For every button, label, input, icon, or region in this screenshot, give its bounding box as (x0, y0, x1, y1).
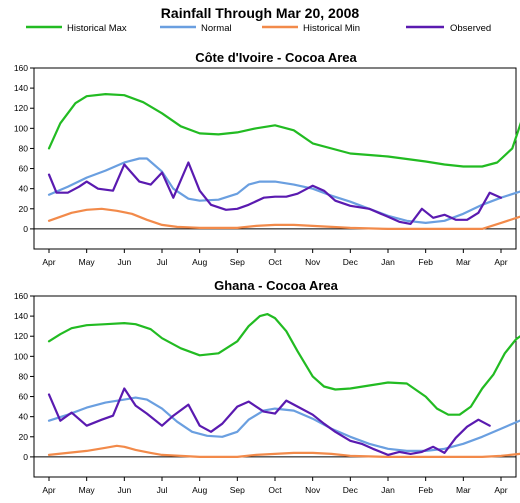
x-tick-label: Mar (456, 257, 471, 267)
x-tick-label: May (79, 257, 96, 267)
series-line-historical-min (47, 207, 520, 230)
y-tick-label: 100 (14, 123, 28, 133)
y-tick-label: 160 (14, 63, 28, 73)
y-tick-label: 60 (19, 164, 29, 174)
y-tick-label: 20 (19, 432, 29, 442)
x-tick-label: Jun (117, 485, 131, 495)
chart-title: Ghana - Cocoa Area (214, 278, 339, 293)
y-tick-label: 40 (19, 184, 29, 194)
legend-item-historical-max: Historical Max (26, 23, 127, 34)
x-tick-label: Feb (418, 485, 433, 495)
x-tick-label: Apr (42, 485, 55, 495)
y-tick-label: 80 (19, 143, 29, 153)
x-tick-label: Apr (42, 257, 55, 267)
legend-item-historical-min: Historical Min (262, 23, 360, 34)
x-tick-label: Sep (230, 257, 245, 267)
x-tick-label: Jan (381, 485, 395, 495)
series-line-observed (47, 161, 503, 225)
series-line-historical-max (47, 313, 520, 416)
y-tick-label: 120 (14, 331, 28, 341)
y-tick-label: 140 (14, 311, 28, 321)
x-tick-label: Jun (117, 257, 131, 267)
legend: Historical Max Normal Historical Min Obs… (26, 23, 491, 34)
x-tick-label: Feb (418, 257, 433, 267)
y-tick-label: 120 (14, 103, 28, 113)
y-tick-label: 20 (19, 204, 29, 214)
legend-item-observed: Observed (406, 23, 491, 34)
x-tick-label: May (79, 485, 96, 495)
series-line-normal (47, 157, 520, 224)
x-tick-label: Oct (268, 485, 282, 495)
series-line-historical-max (47, 92, 520, 168)
chart-ghana: Ghana - Cocoa Area 0 20 40 60 80 100 120 140 160… (14, 278, 520, 495)
x-tick-label: Dec (343, 485, 359, 495)
y-tick-label: 80 (19, 371, 29, 381)
chart-title: Côte d'Ivoire - Cocoa Area (195, 50, 357, 65)
legend-item-normal: Normal (160, 23, 232, 34)
legend-label-historical-min: Historical Min (303, 23, 360, 34)
x-tick-label: Apr (494, 485, 507, 495)
y-tick-label: 140 (14, 83, 28, 93)
x-tick-label: Nov (305, 257, 321, 267)
legend-label-historical-max: Historical Max (67, 23, 127, 34)
y-tick-label: 60 (19, 392, 29, 402)
y-tick-label: 160 (14, 291, 28, 301)
x-tick-label: Sep (230, 485, 245, 495)
x-tick-label: Dec (343, 257, 359, 267)
y-tick-label: 40 (19, 412, 29, 422)
x-tick-label: Jul (157, 257, 168, 267)
x-tick-label: Apr (494, 257, 507, 267)
x-tick-label: Nov (305, 485, 321, 495)
x-tick-label: Jan (381, 257, 395, 267)
legend-label-normal: Normal (201, 23, 232, 34)
page-title: Rainfall Through Mar 20, 2008 (161, 5, 360, 21)
x-tick-label: Oct (268, 257, 282, 267)
y-tick-label: 100 (14, 351, 28, 361)
y-tick-label: 0 (23, 452, 28, 462)
chart-cote-divoire: Côte d'Ivoire - Cocoa Area 0 20 40 60 80 100 1… (14, 50, 520, 267)
x-tick-label: Jul (157, 485, 168, 495)
legend-label-observed: Observed (450, 23, 491, 34)
series-line-observed (47, 387, 491, 456)
x-tick-label: Mar (456, 485, 471, 495)
x-tick-label: Aug (192, 257, 207, 267)
x-tick-label: Aug (192, 485, 207, 495)
y-tick-label: 0 (23, 224, 28, 234)
series-line-historical-min (47, 444, 520, 458)
series-line-normal (47, 396, 520, 452)
